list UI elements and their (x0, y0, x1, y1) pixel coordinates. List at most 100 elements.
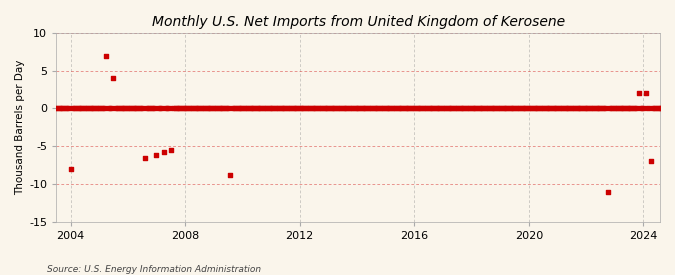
Point (39, 106, 50, 111)
Point (354, 106, 364, 111)
Point (139, 155, 150, 160)
Point (180, 106, 190, 111)
Point (657, 106, 668, 111)
Point (111, 106, 122, 111)
Point (82, 106, 92, 111)
Point (106, 106, 117, 111)
Point (36, 106, 47, 111)
Point (435, 106, 446, 111)
Point (554, 106, 565, 111)
Point (213, 106, 224, 111)
Point (571, 106, 582, 111)
Point (46, 106, 57, 111)
Point (402, 106, 412, 111)
Point (144, 106, 155, 111)
Point (580, 106, 591, 111)
Point (562, 106, 572, 111)
Point (423, 106, 434, 111)
Point (547, 106, 558, 111)
Point (363, 106, 374, 111)
Point (153, 106, 164, 111)
Point (340, 106, 350, 111)
Point (232, 106, 243, 111)
Point (406, 106, 417, 111)
Point (280, 106, 291, 111)
Point (476, 106, 487, 111)
Point (597, 106, 608, 111)
Point (77, 106, 88, 111)
Point (619, 106, 630, 111)
Point (122, 106, 133, 111)
Point (400, 106, 410, 111)
Point (215, 106, 226, 111)
Point (338, 106, 348, 111)
Point (218, 106, 229, 111)
Point (287, 106, 298, 111)
Point (369, 106, 379, 111)
Point (235, 106, 246, 111)
Point (311, 106, 322, 111)
Point (63, 106, 74, 111)
Point (103, 106, 114, 111)
Point (569, 106, 580, 111)
Point (631, 106, 642, 111)
Point (574, 106, 585, 111)
Point (134, 106, 145, 111)
Point (650, 106, 661, 111)
Point (487, 106, 498, 111)
Point (51, 106, 61, 111)
Point (526, 106, 537, 111)
Point (75, 106, 86, 111)
Point (263, 106, 274, 111)
Point (211, 106, 221, 111)
Point (306, 106, 317, 111)
Point (468, 106, 479, 111)
Point (628, 106, 639, 111)
Point (612, 106, 622, 111)
Point (80, 106, 90, 111)
Point (342, 106, 353, 111)
Point (168, 106, 179, 111)
Text: Source: U.S. Energy Information Administration: Source: U.S. Energy Information Administ… (47, 265, 261, 274)
Point (189, 106, 200, 111)
Point (44, 106, 55, 111)
Point (605, 106, 616, 111)
Point (196, 106, 207, 111)
Point (583, 106, 594, 111)
Point (516, 106, 527, 111)
Point (285, 106, 296, 111)
Point (99, 106, 109, 111)
Point (521, 106, 532, 111)
Point (442, 106, 453, 111)
Point (418, 106, 429, 111)
Point (552, 106, 563, 111)
Point (41, 106, 52, 111)
Point (242, 106, 252, 111)
Point (65, 167, 76, 171)
Point (543, 106, 554, 111)
Point (148, 106, 159, 111)
Point (385, 106, 396, 111)
Point (545, 106, 556, 111)
Point (325, 106, 336, 111)
Point (483, 106, 493, 111)
Point (456, 106, 467, 111)
Point (659, 106, 670, 111)
Point (549, 106, 560, 111)
Point (108, 76, 119, 81)
Point (497, 106, 508, 111)
Point (585, 106, 596, 111)
Point (101, 53, 112, 58)
Point (352, 106, 362, 111)
Point (485, 106, 496, 111)
Point (361, 106, 372, 111)
Point (559, 106, 570, 111)
Point (662, 106, 673, 111)
Point (156, 106, 167, 111)
Point (178, 106, 188, 111)
Point (127, 106, 138, 111)
Point (261, 106, 271, 111)
Point (564, 106, 575, 111)
Point (607, 106, 618, 111)
Point (49, 106, 59, 111)
